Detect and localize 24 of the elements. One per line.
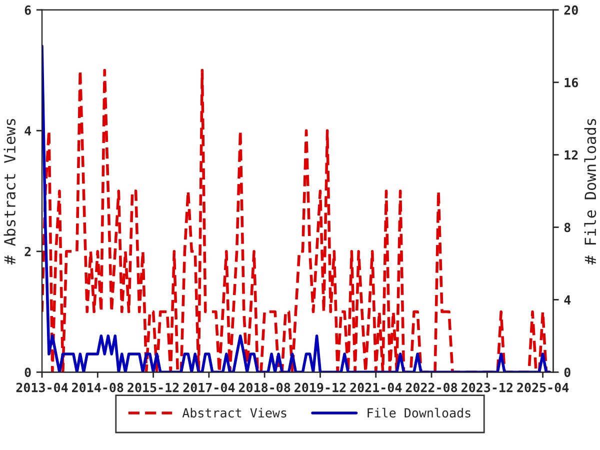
x-tick-label: 2025-04 <box>517 382 569 392</box>
y-tick-label: 6 <box>24 5 31 15</box>
y-tick-label: 4 <box>24 126 32 136</box>
y-axis-title: # Abstract Views <box>4 118 16 265</box>
x-tick-label: 2018-08 <box>238 382 290 392</box>
x-tick-label: 2015-12 <box>128 382 179 392</box>
x-tick-label: 2014-08 <box>72 382 124 392</box>
y-tick-label: 0 <box>24 368 31 378</box>
x-tick-label: 2022-08 <box>406 382 458 392</box>
y2-tick-label: 12 <box>564 150 578 160</box>
y2-tick-label: 4 <box>564 295 571 304</box>
y-tick-label: 2 <box>24 246 31 256</box>
x-tick-label: 2017-04 <box>183 382 235 392</box>
y2-axis-title: # File Downloads <box>584 118 596 265</box>
y2-tick-label: 8 <box>564 222 570 232</box>
x-tick-label: 2021-04 <box>350 382 402 392</box>
x-tick-label: 2019-12 <box>294 382 346 392</box>
y2-tick-label: 16 <box>564 78 578 88</box>
legend-label: Abstract Views <box>182 408 286 418</box>
x-tick-label: 2023-12 <box>462 382 512 392</box>
y2-tick-label: 0 <box>564 368 570 378</box>
legend-label: File Downloads <box>368 408 470 418</box>
y2-tick-label: 20 <box>564 5 578 15</box>
x-tick-label: 2013-04 <box>16 382 68 392</box>
